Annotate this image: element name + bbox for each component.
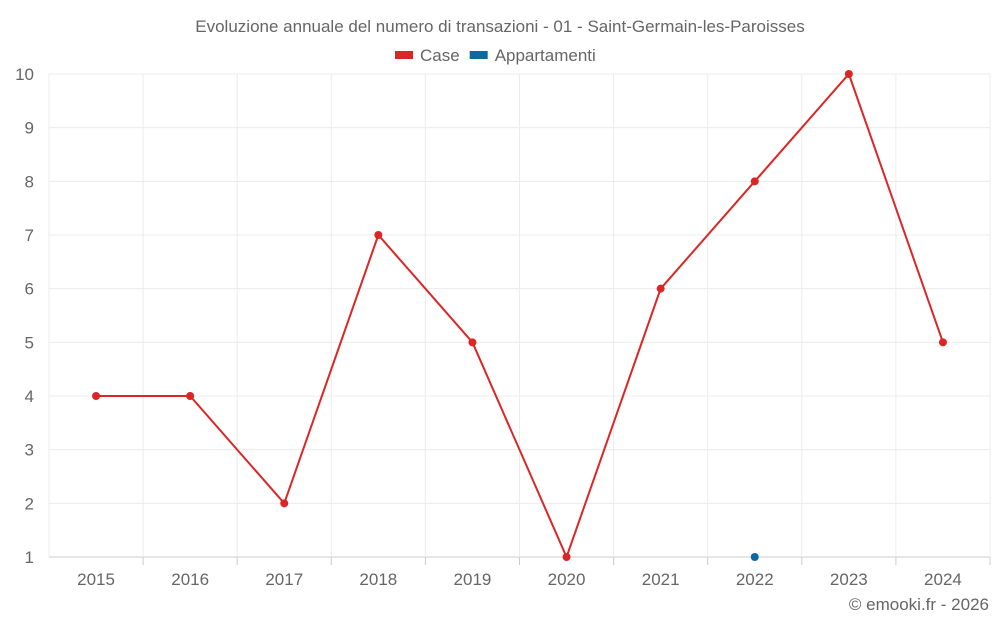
y-tick-label: 5 <box>25 333 34 352</box>
x-tick-label: 2024 <box>924 570 962 589</box>
data-point-case <box>280 499 289 508</box>
data-point-case <box>844 70 853 78</box>
x-tick-label: 2021 <box>642 570 680 589</box>
data-point-case <box>468 338 477 347</box>
y-tick-label: 2 <box>25 494 34 513</box>
legend-label: Appartamenti <box>495 46 596 65</box>
x-tick-label: 2018 <box>359 570 397 589</box>
y-tick-label: 6 <box>25 280 34 299</box>
legend-swatch <box>469 51 488 59</box>
x-tick-label: 2019 <box>454 570 492 589</box>
legend-swatch <box>395 51 413 59</box>
x-tick-label: 2022 <box>736 570 774 589</box>
chart-title: Evoluzione annuale del numero di transaz… <box>195 17 804 36</box>
data-point-case <box>656 284 665 293</box>
y-tick-label: 4 <box>25 387 34 406</box>
legend: Case Appartamenti <box>395 46 596 65</box>
axes: 1 2 3 4 5 6 7 8 9 10 2015 2016 2017 2018 2019 2020 2021 2… <box>15 65 991 589</box>
data-point-case <box>938 338 947 347</box>
y-tick-label: 10 <box>15 65 34 84</box>
y-tick-label: 9 <box>25 119 34 138</box>
credit: © emooki.fr - 2026 <box>849 595 989 614</box>
x-tick-label: 2016 <box>171 570 209 589</box>
y-tick-label: 7 <box>25 226 34 245</box>
x-tick-label: 2015 <box>77 570 115 589</box>
data-point-case <box>186 392 195 400</box>
data-point-case <box>750 177 759 186</box>
x-tick-label: 2020 <box>548 570 586 589</box>
data-point-case <box>374 231 383 239</box>
data-point-case <box>92 392 101 400</box>
series-line-case <box>96 72 944 560</box>
y-tick-label: 8 <box>25 172 34 191</box>
legend-label: Case <box>420 46 460 65</box>
x-tick-label: 2023 <box>830 570 868 589</box>
y-tick-label: 1 <box>25 548 34 567</box>
y-tick-label: 3 <box>25 441 34 460</box>
grid <box>48 73 991 558</box>
data-point-appartamenti <box>750 553 759 561</box>
x-tick-label: 2017 <box>265 570 303 589</box>
data-point-case <box>562 553 571 561</box>
series <box>92 70 947 561</box>
